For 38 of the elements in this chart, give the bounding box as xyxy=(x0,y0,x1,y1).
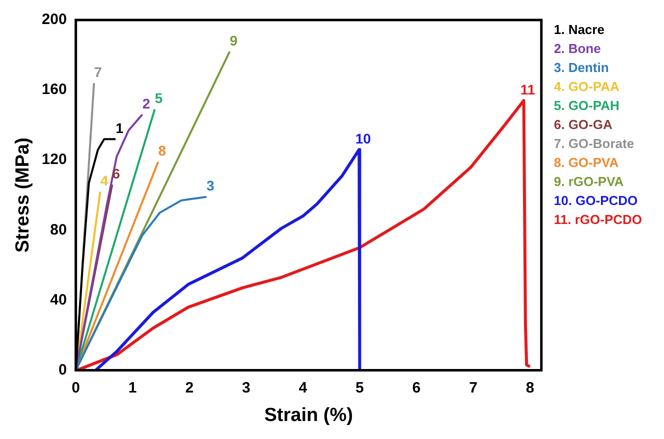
x-tick-label: 6 xyxy=(412,379,421,396)
x-tick-label: 2 xyxy=(185,379,194,396)
text: 11. rGO-PCDO xyxy=(554,212,642,228)
y-tick-label: 200 xyxy=(42,11,67,28)
text: 6. GO-GA xyxy=(554,117,613,132)
x-tick-label: 1 xyxy=(128,379,137,396)
y-axis-title: Stress (MPa) xyxy=(12,138,34,253)
text: 3. Dentin xyxy=(554,60,609,76)
annotation: 4 xyxy=(100,172,108,188)
x-tick-label: 7 xyxy=(469,379,478,396)
x-tick-label: 5 xyxy=(356,379,364,396)
annotation: 1 xyxy=(116,120,124,136)
x-tick-label: 8 xyxy=(526,379,534,396)
annotation: 7 xyxy=(94,64,102,80)
x-tick-label: 4 xyxy=(298,379,308,396)
y-tick-label: 160 xyxy=(42,81,67,98)
annotation: 5 xyxy=(154,90,163,106)
x-axis-title: Strain (%) xyxy=(264,404,353,426)
text: 4. GO-PAA xyxy=(554,79,620,94)
y-tick-label: 0 xyxy=(58,361,67,378)
text: 1. Nacre xyxy=(554,22,604,38)
y-tick-label: 120 xyxy=(42,151,67,168)
annotation: 10 xyxy=(355,130,372,146)
annotation: 8 xyxy=(158,142,166,159)
text: 9. rGO-PVA xyxy=(554,174,624,190)
x-tick-label: 3 xyxy=(242,379,250,396)
text: 10. GO-PCDO xyxy=(554,193,638,208)
annotation: 11 xyxy=(520,81,536,98)
x-tick-label: 0 xyxy=(72,379,80,396)
annotation: 2 xyxy=(142,95,150,112)
text: 5. GO-PAH xyxy=(554,98,620,114)
annotation: 9 xyxy=(230,32,238,48)
text: 7. GO-Borate xyxy=(554,136,634,152)
text: 2. Bone xyxy=(554,41,601,56)
y-tick-label: 80 xyxy=(50,221,67,238)
annotation: 3 xyxy=(206,178,215,194)
text: 8. GO-PVA xyxy=(554,155,620,170)
y-tick-label: 40 xyxy=(50,291,67,308)
